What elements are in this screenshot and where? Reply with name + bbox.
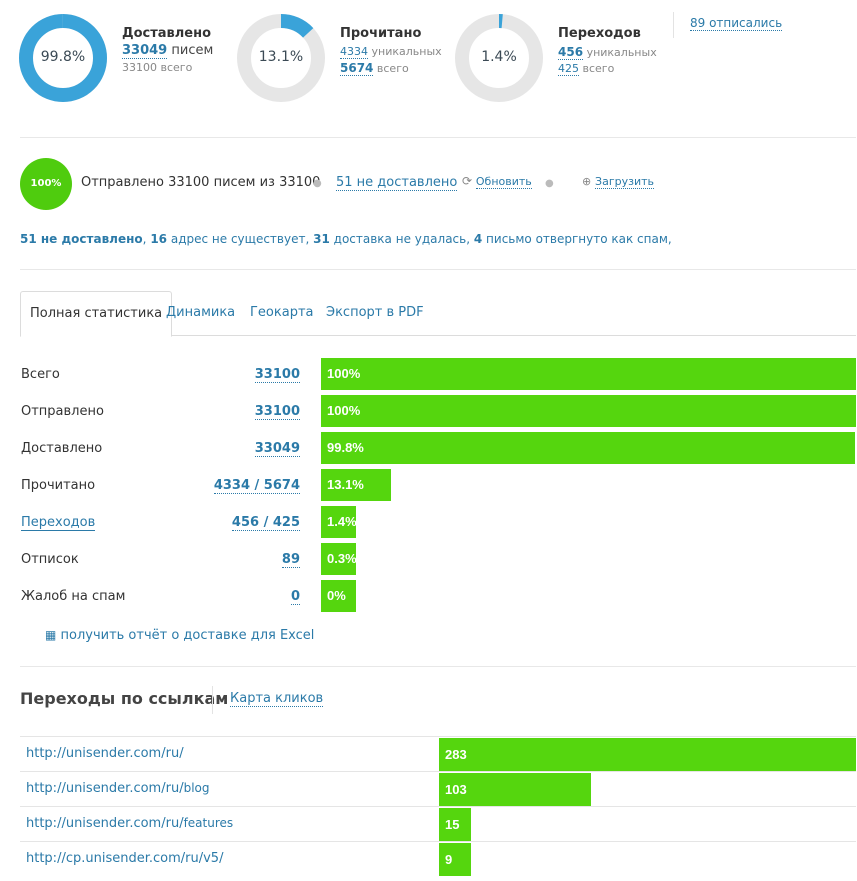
delivered-count[interactable]: 33049: [122, 43, 168, 59]
link-url[interactable]: http://cp.unisender.com/ru/v5/: [26, 851, 223, 866]
clicks-total[interactable]: 425: [558, 62, 579, 76]
tab-full-stats[interactable]: Полная статистика: [20, 291, 173, 337]
undelivered-summary: 51 не доставлено, 16 адрес не существует…: [20, 232, 672, 246]
stat-row-label: Жалоб на спам: [21, 589, 126, 604]
refresh-label: Обновить: [475, 175, 532, 189]
delivered-total: 33100 всего: [122, 61, 193, 74]
stat-row-label: Прочитано: [21, 478, 96, 493]
summary-n4: 4: [473, 232, 483, 246]
clicks-percent: 1.4%: [481, 49, 517, 65]
stat-row-label: Доставлено: [21, 441, 103, 456]
read-unique-suffix: уникальных: [371, 45, 442, 58]
stat-row-bar: 99.8%: [321, 432, 855, 464]
read-percent: 13.1%: [258, 49, 304, 65]
stat-row-value[interactable]: 0: [290, 589, 300, 605]
clicks-unique-suffix: уникальных: [586, 46, 657, 59]
stat-row-bar: 13.1%: [321, 469, 391, 501]
read-unique[interactable]: 4334: [340, 45, 368, 59]
read-total[interactable]: 5674: [340, 61, 374, 76]
delivered-title: Доставлено: [122, 26, 212, 41]
link-click-bar: 103: [439, 773, 591, 806]
clicks-total-suffix: всего: [582, 62, 615, 75]
link-click-bar: 15: [439, 808, 471, 841]
stat-row-value[interactable]: 33100: [254, 367, 300, 383]
stat-row-label[interactable]: Переходов: [21, 515, 96, 531]
clicks-donut: [455, 14, 543, 102]
stats-divider: [673, 12, 674, 38]
summary-n3: 31: [313, 232, 330, 246]
links-section-title: Переходы по ссылкам: [20, 689, 229, 708]
link-row: http://unisender.com/ru/features 15: [20, 806, 856, 843]
click-map-link[interactable]: Карта кликов: [230, 691, 324, 707]
link-url[interactable]: http://unisender.com/ru/features: [26, 816, 233, 831]
link-url-base: http://unisender.com/ru/: [26, 816, 184, 831]
stat-row-bar: 100%: [321, 395, 856, 427]
divider: [20, 137, 856, 138]
link-url[interactable]: http://unisender.com/ru/: [26, 746, 184, 761]
summary-t3: доставка не удалась,: [333, 232, 471, 246]
sent-progress-circle: 100%: [20, 158, 72, 210]
summary-t2: адрес не существует,: [170, 232, 310, 246]
stat-row-bar: 0.3%: [321, 543, 357, 575]
stat-row-bar: 1.4%: [321, 506, 357, 538]
read-title: Прочитано: [340, 26, 422, 41]
read-donut: [237, 14, 325, 102]
tab-bar: Полная статистика Динамика Геокарта Эксп…: [20, 291, 856, 337]
tab-dynamics[interactable]: Динамика: [166, 305, 236, 320]
link-url-suffix: blog: [183, 781, 210, 795]
summary-sep: ,: [142, 232, 147, 246]
links-divider: [212, 686, 213, 714]
download-icon: ⊕: [582, 175, 592, 188]
summary-t4: письмо отвергнуто как спам,: [486, 232, 672, 246]
link-row: http://unisender.com/ru/283: [20, 736, 856, 773]
refresh-icon: ⟳: [462, 174, 473, 188]
stat-row-value[interactable]: 33100: [254, 404, 300, 420]
sent-text: Отправлено 33100 писем из 33100: [81, 175, 321, 190]
divider: [20, 666, 856, 667]
stat-row-bar: 100%: [321, 358, 856, 390]
link-url-suffix: features: [183, 816, 234, 830]
read-total-suffix: всего: [376, 62, 409, 75]
stat-row-label: Всего: [21, 367, 60, 382]
clicks-block: Переходов 456 уникальных 425 всего: [558, 26, 657, 76]
link-url-base: http://cp.unisender.com/ru/v5/: [26, 851, 224, 866]
tab-export-pdf[interactable]: Экспорт в PDF: [326, 305, 424, 320]
summary-undelivered: 51 не доставлено: [20, 232, 143, 246]
link-url-base: http://unisender.com/ru/: [26, 781, 184, 796]
stat-row-label: Отписок: [21, 552, 79, 567]
tab-geomap[interactable]: Геокарта: [250, 305, 314, 320]
stat-row-bar: 0%: [321, 580, 356, 612]
undelivered-link[interactable]: 51 не доставлено: [336, 175, 458, 191]
refresh-button[interactable]: ⟳ Обновить: [462, 174, 532, 189]
stat-row-label: Отправлено: [21, 404, 104, 419]
download-label: Загрузить: [595, 175, 654, 189]
stat-row-value[interactable]: 4334 / 5674: [213, 478, 300, 494]
excel-link-label: получить отчёт о доставке для Excel: [60, 628, 315, 643]
link-url-base: http://unisender.com/ru/: [26, 746, 184, 761]
separator-dot: ●: [545, 178, 554, 189]
download-button[interactable]: ⊕ Загрузить: [582, 174, 654, 189]
separator-dot: ●: [313, 178, 322, 189]
excel-report-link[interactable]: ▦ получить отчёт о доставке для Excel: [45, 628, 314, 643]
clicks-title: Переходов: [558, 26, 641, 41]
link-url[interactable]: http://unisender.com/ru/blog: [26, 781, 210, 796]
link-click-bar: 9: [439, 843, 471, 876]
divider: [20, 269, 856, 270]
unsubscribed-link[interactable]: 89 отписались: [690, 16, 783, 31]
link-row: http://unisender.com/ru/blog 103: [20, 771, 856, 808]
clicks-unique[interactable]: 456: [558, 45, 584, 60]
stat-row-value[interactable]: 89: [281, 552, 300, 568]
stat-row-value[interactable]: 33049: [254, 441, 300, 457]
summary-n2: 16: [150, 232, 168, 246]
delivered-percent: 99.8%: [40, 49, 86, 65]
link-click-bar: 283: [439, 738, 856, 771]
table-icon: ▦: [45, 628, 57, 642]
stat-row-value[interactable]: 456 / 425: [231, 515, 300, 531]
delivered-count-suffix: писем: [171, 43, 214, 58]
read-block: Прочитано 4334 уникальных 5674 всего: [340, 26, 442, 76]
delivered-block: Доставлено 33049 писем 33100 всего: [122, 26, 213, 74]
link-row: http://cp.unisender.com/ru/v5/9: [20, 841, 856, 878]
delivered-donut: [19, 14, 107, 102]
